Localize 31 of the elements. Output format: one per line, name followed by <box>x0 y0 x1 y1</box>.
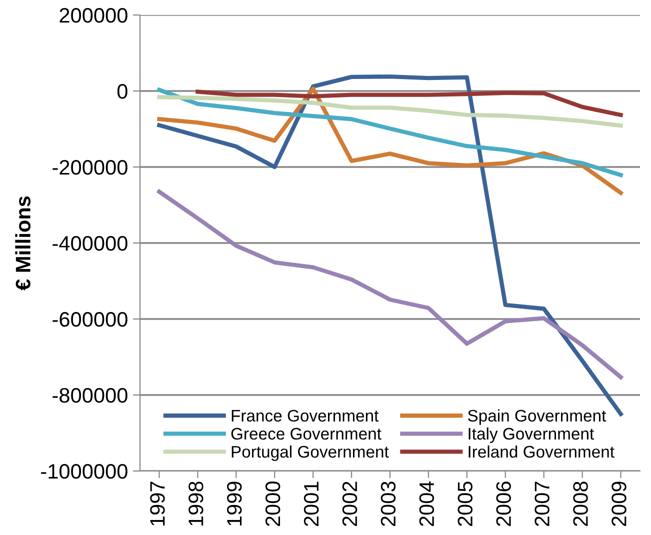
y-tick-label: -1000000 <box>41 464 128 479</box>
legend-label: Portugal Government <box>232 445 389 461</box>
y-tick-label: 200000 <box>60 8 128 23</box>
x-tick-label: 2005 <box>458 482 473 526</box>
legend-label: Italy Government <box>468 427 594 443</box>
x-tick-label: 2001 <box>304 482 319 526</box>
x-tick-label: 1997 <box>150 482 165 526</box>
x-tick-label: 1998 <box>188 482 204 526</box>
y-axis-title: € Millions <box>15 196 30 290</box>
x-tick-label: 2006 <box>496 482 511 526</box>
line-series <box>196 90 623 118</box>
y-tick-label: -800000 <box>52 388 128 403</box>
x-tick-label: 2000 <box>265 482 280 526</box>
y-tick-label: -600000 <box>52 312 128 327</box>
x-tick-label: 1999 <box>226 482 242 526</box>
y-tick-label: -200000 <box>52 160 128 175</box>
x-tick-label: 2007 <box>534 482 550 526</box>
line-series <box>157 190 623 380</box>
y-tick-label: 0 <box>117 84 128 99</box>
y-tick-label: -400000 <box>52 236 128 251</box>
legend-label: Spain Government <box>468 409 606 425</box>
legend-label: Greece Government <box>231 428 382 440</box>
x-tick-label: 2009 <box>612 482 626 526</box>
x-tick-label: 2008 <box>573 482 588 526</box>
legend-label: France Government <box>232 410 379 422</box>
line-series <box>157 88 623 178</box>
line-series <box>157 94 623 128</box>
x-tick-label: 2004 <box>419 481 434 526</box>
x-tick-label: 2003 <box>380 482 396 526</box>
x-tick-label: 2002 <box>342 482 358 526</box>
legend-label: Ireland Government <box>468 445 614 458</box>
